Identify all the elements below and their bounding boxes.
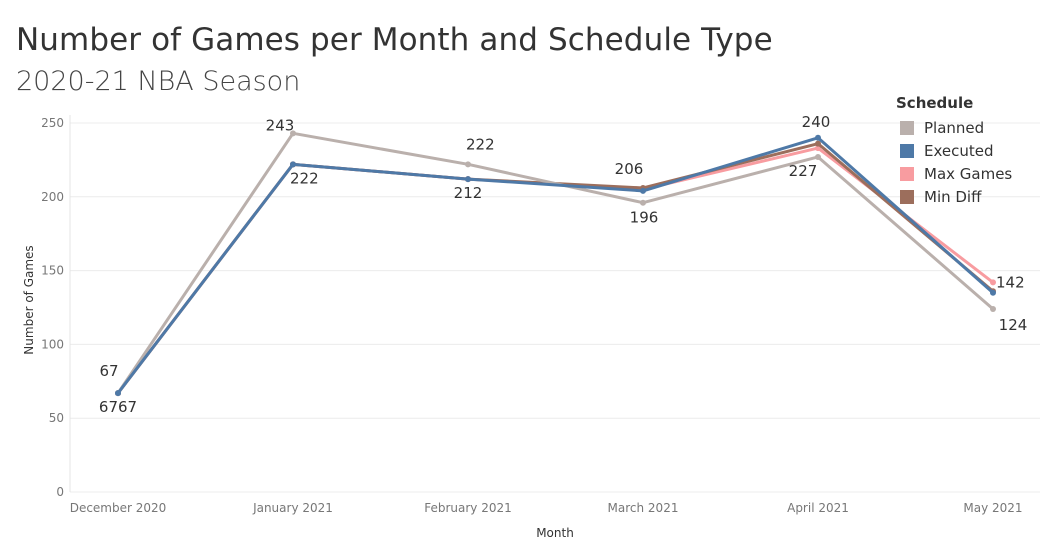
x-tick-label: May 2021 [963, 501, 1022, 515]
data-point-min-diff [815, 140, 821, 147]
legend-swatch [900, 189, 914, 204]
legend-item-executed[interactable]: Executed [896, 139, 1012, 162]
data-point-planned [990, 305, 996, 312]
y-tick-label: 200 [41, 190, 64, 204]
data-point-executed [640, 187, 646, 194]
data-point-executed [990, 289, 996, 296]
data-point-executed [115, 390, 121, 397]
data-label: 142 [996, 273, 1025, 291]
legend-swatch [900, 143, 914, 158]
x-tick-label: January 2021 [252, 501, 333, 515]
legend-swatch [900, 120, 914, 135]
data-label: 206 [615, 160, 644, 178]
data-label: 124 [999, 316, 1028, 334]
data-label: 222 [466, 135, 495, 153]
legend-label: Planned [924, 118, 985, 137]
data-label: 196 [630, 209, 659, 227]
data-label: 67 [99, 362, 118, 380]
data-label: 222 [290, 169, 319, 187]
x-tick-label: March 2021 [608, 501, 679, 515]
series-line-planned [116, 131, 994, 394]
data-point-planned [465, 161, 471, 168]
data-label: 6767 [99, 398, 137, 416]
data-point-executed [465, 176, 471, 183]
y-axis-ticks: 0 50 100 150 200 250 [41, 116, 64, 499]
series-line-min-diff [116, 142, 994, 395]
legend-item-max-games[interactable]: Max Games [896, 162, 1012, 185]
y-tick-label: 100 [41, 337, 64, 351]
data-label: 243 [266, 116, 295, 134]
y-tick-label: 150 [41, 264, 64, 278]
data-point-planned [290, 130, 296, 137]
series-line-executed [116, 136, 994, 395]
x-tick-label: April 2021 [787, 501, 849, 515]
legend-label: Max Games [924, 164, 1013, 183]
y-tick-label: 0 [56, 485, 64, 499]
chart-subtitle: 2020-21 NBA Season [16, 66, 301, 97]
legend-label: Executed [924, 141, 994, 160]
legend-item-min-diff[interactable]: Min Diff [896, 185, 1012, 208]
series-lines [115, 130, 996, 397]
data-label: 240 [802, 113, 831, 131]
legend-label: Min Diff [924, 187, 982, 206]
gridlines [69, 115, 1040, 493]
data-point-planned [815, 153, 821, 160]
data-point-executed [815, 134, 821, 141]
y-axis-title: Number of Games [22, 245, 36, 354]
legend-title: Schedule [896, 94, 974, 112]
data-label: 212 [454, 184, 483, 202]
x-tick-label: December 2020 [70, 501, 167, 515]
legend: Schedule Planned Executed Max Games Min Dif… [896, 94, 1012, 208]
x-axis-ticks: December 2020 January 2021 February 2021 Ma… [70, 501, 1023, 515]
data-label: 227 [789, 162, 818, 180]
legend-swatch [900, 166, 914, 181]
data-point-executed [290, 161, 296, 168]
x-tick-label: February 2021 [424, 501, 512, 515]
x-axis-title: Month [536, 526, 574, 540]
data-point-planned [640, 199, 646, 206]
chart-title: Number of Games per Month and Schedule T… [16, 22, 773, 58]
data-point-max-games [990, 279, 996, 286]
legend-items: Planned Executed Max Games Min Diff [896, 116, 1012, 208]
legend-item-planned[interactable]: Planned [896, 116, 1012, 139]
y-tick-label: 250 [41, 116, 64, 130]
y-tick-label: 50 [49, 411, 64, 425]
